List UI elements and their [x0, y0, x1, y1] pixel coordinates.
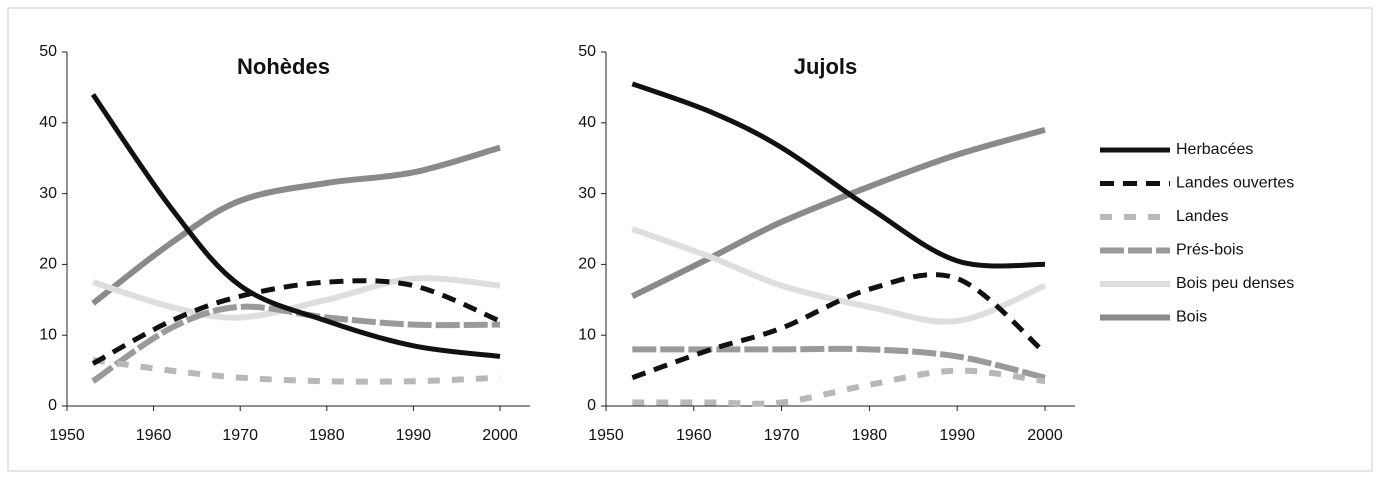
y-tick-label: 40: [39, 114, 57, 131]
x-tick-label: 1990: [396, 427, 432, 444]
y-tick-label: 50: [39, 43, 57, 60]
y-tick-label: 30: [39, 185, 57, 202]
x-tick-label: 1980: [852, 427, 888, 444]
legend-label: Herbacées: [1176, 141, 1253, 158]
y-tick-label: 0: [48, 397, 57, 414]
y-tick-label: 10: [578, 326, 596, 343]
y-tick-label: 30: [578, 185, 596, 202]
x-tick-label: 2000: [482, 427, 518, 444]
series-line: Prés-bois: [91, 303, 501, 384]
series-line: Landes ouvertes: [631, 272, 1047, 381]
y-tick-label: 40: [578, 114, 596, 131]
series-line: Herbacées: [631, 81, 1046, 269]
series-line: Bois: [91, 144, 501, 306]
series-line: Landes ouvertes: [91, 278, 501, 366]
x-tick-label: 1970: [222, 427, 258, 444]
x-tick-label: 1990: [939, 427, 975, 444]
series-line: Prés-bois: [632, 345, 1046, 381]
y-tick-label: 0: [587, 397, 596, 414]
y-tick-label: 20: [578, 256, 596, 273]
x-tick-label: 2000: [1027, 427, 1063, 444]
legend-label: Landes: [1176, 208, 1229, 225]
x-tick-label: 1950: [588, 427, 624, 444]
series-line: Bois peu denses: [631, 226, 1047, 325]
legend-label: Prés-bois: [1176, 242, 1244, 259]
x-tick-label: 1970: [764, 427, 800, 444]
legend-label: Bois: [1176, 309, 1207, 326]
series-line: Bois: [631, 126, 1046, 299]
chart-title: Jujols: [794, 54, 858, 79]
x-tick-label: 1950: [49, 427, 85, 444]
y-tick-label: 20: [39, 256, 57, 273]
x-tick-label: 1960: [136, 427, 172, 444]
x-tick-label: 1980: [309, 427, 345, 444]
series-line: Herbacées: [90, 93, 501, 359]
y-tick-label: 50: [578, 43, 596, 60]
legend-label: Bois peu denses: [1176, 275, 1294, 292]
chart-title: Nohèdes: [237, 54, 330, 79]
legend-label: Landes ouvertes: [1176, 175, 1294, 192]
y-tick-label: 10: [39, 326, 57, 343]
series-line: Landes: [92, 357, 501, 385]
frame: [7, 7, 1373, 472]
x-tick-label: 1960: [676, 427, 712, 444]
series-line: Landes: [632, 367, 1046, 407]
